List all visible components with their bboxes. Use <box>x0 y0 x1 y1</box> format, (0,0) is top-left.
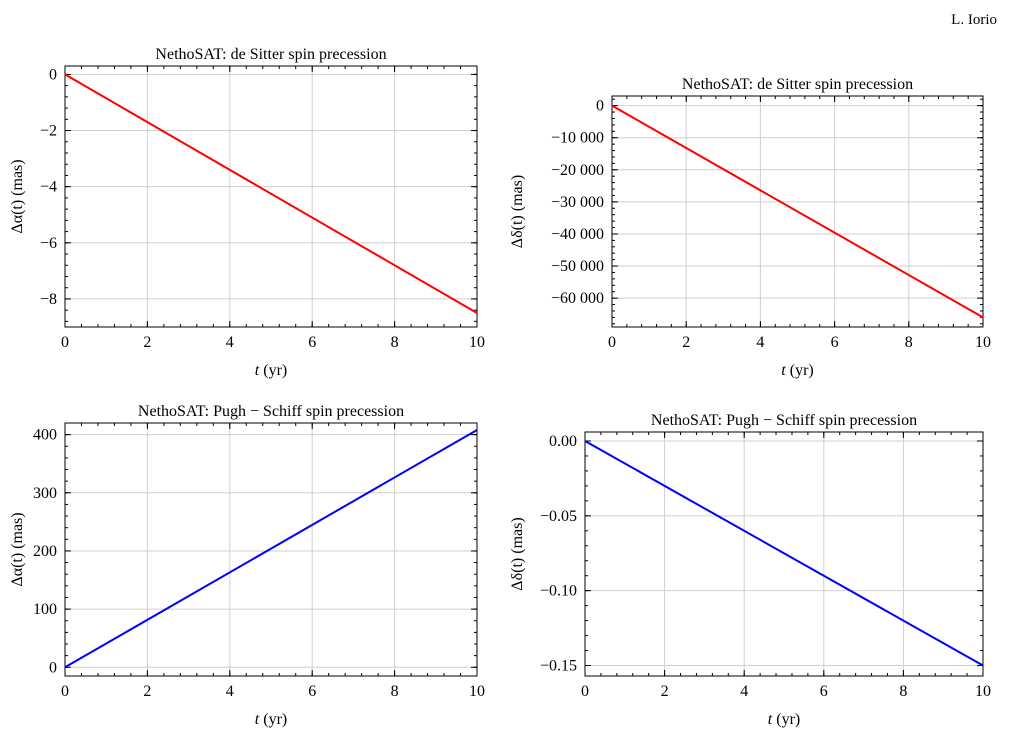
y-tick-label: −0.15 <box>540 658 577 675</box>
y-tick-label: −40 000 <box>551 226 604 243</box>
y-tick-label: −20 000 <box>551 162 604 179</box>
plot-frame <box>64 422 478 677</box>
y-axis-label: Δδ(t) (mas) <box>509 517 526 590</box>
plot-frame <box>584 431 984 677</box>
series-line <box>64 73 478 314</box>
y-tick-label: −0.05 <box>540 508 577 525</box>
x-tick-label: 8 <box>391 683 399 700</box>
author-name: L. Iorio <box>951 12 997 28</box>
y-tick-label: 300 <box>33 485 57 502</box>
chart-1: 0 2 4 6 8 10 0 −10 000 −20 000 −30 000 −40 000 −50 … <box>509 76 991 379</box>
x-axis-label: t (yr) <box>255 362 287 379</box>
x-tick-label: 8 <box>905 334 913 351</box>
chart-title: NethoSAT: Pugh − Schiff spin precession <box>651 412 917 429</box>
x-tick-label: 10 <box>975 683 991 700</box>
x-tick-label: 10 <box>975 334 991 351</box>
y-tick-label: 0 <box>49 66 57 83</box>
y-tick-label: 400 <box>33 427 57 444</box>
chart-0: 0 2 4 6 8 10 0 −2 −4 −6 −8 NethoSAT: de Sitter spin… <box>9 46 485 379</box>
x-axis-label: t (yr) <box>255 711 287 728</box>
y-tick-label: −4 <box>40 179 57 196</box>
x-tick-label: 6 <box>308 334 316 351</box>
y-axis-label: Δδ(t) (mas) <box>509 175 526 248</box>
series-line <box>64 429 478 669</box>
x-tick-label: 6 <box>820 683 828 700</box>
x-tick-label: 0 <box>608 334 616 351</box>
y-tick-label: 0 <box>596 98 604 115</box>
chart-title: NethoSAT: Pugh − Schiff spin precession <box>138 403 404 420</box>
chart-title: NethoSAT: de Sitter spin precession <box>682 76 913 93</box>
series-line <box>584 440 984 667</box>
x-tick-label: 2 <box>682 334 690 351</box>
y-tick-label: 0 <box>49 659 57 676</box>
chart-3: 0 2 4 6 8 10 0.00 −0.05 −0.10 −0.15 NethoSAT: Pugh… <box>509 412 991 728</box>
y-tick-label: −50 000 <box>551 258 604 275</box>
x-tick-label: 6 <box>308 683 316 700</box>
x-tick-label: 0 <box>61 334 69 351</box>
series-line <box>611 104 984 319</box>
y-tick-label: −8 <box>40 291 57 308</box>
y-tick-label: 200 <box>33 543 57 560</box>
plot-frame <box>64 65 478 328</box>
y-tick-label: −30 000 <box>551 194 604 211</box>
y-axis-label: Δα(t) (mas) <box>9 159 26 233</box>
y-tick-label: −60 000 <box>551 290 604 307</box>
y-tick-label: −6 <box>40 235 57 252</box>
x-tick-label: 4 <box>756 334 764 351</box>
y-axis-label: Δα(t) (mas) <box>9 512 26 586</box>
page-header: L. Iorio <box>951 12 997 29</box>
x-tick-label: 4 <box>226 683 234 700</box>
x-tick-label: 10 <box>469 334 485 351</box>
x-tick-label: 8 <box>391 334 399 351</box>
x-tick-label: 4 <box>740 683 748 700</box>
plot-frame <box>611 95 984 328</box>
y-tick-label: 100 <box>33 601 57 618</box>
x-axis-label: t (yr) <box>768 711 800 728</box>
chart-title: NethoSAT: de Sitter spin precession <box>155 46 386 63</box>
x-tick-label: 10 <box>469 683 485 700</box>
x-tick-label: 2 <box>143 683 151 700</box>
x-tick-label: 8 <box>899 683 907 700</box>
x-tick-label: 4 <box>226 334 234 351</box>
y-tick-label: −2 <box>40 123 57 140</box>
y-tick-label: 0.00 <box>549 433 577 450</box>
x-tick-label: 0 <box>61 683 69 700</box>
x-tick-label: 6 <box>831 334 839 351</box>
x-tick-label: 2 <box>661 683 669 700</box>
x-tick-label: 2 <box>143 334 151 351</box>
y-tick-label: −0.10 <box>540 583 577 600</box>
y-tick-label: −10 000 <box>551 130 604 147</box>
x-tick-label: 0 <box>581 683 589 700</box>
x-axis-label: t (yr) <box>781 362 813 379</box>
